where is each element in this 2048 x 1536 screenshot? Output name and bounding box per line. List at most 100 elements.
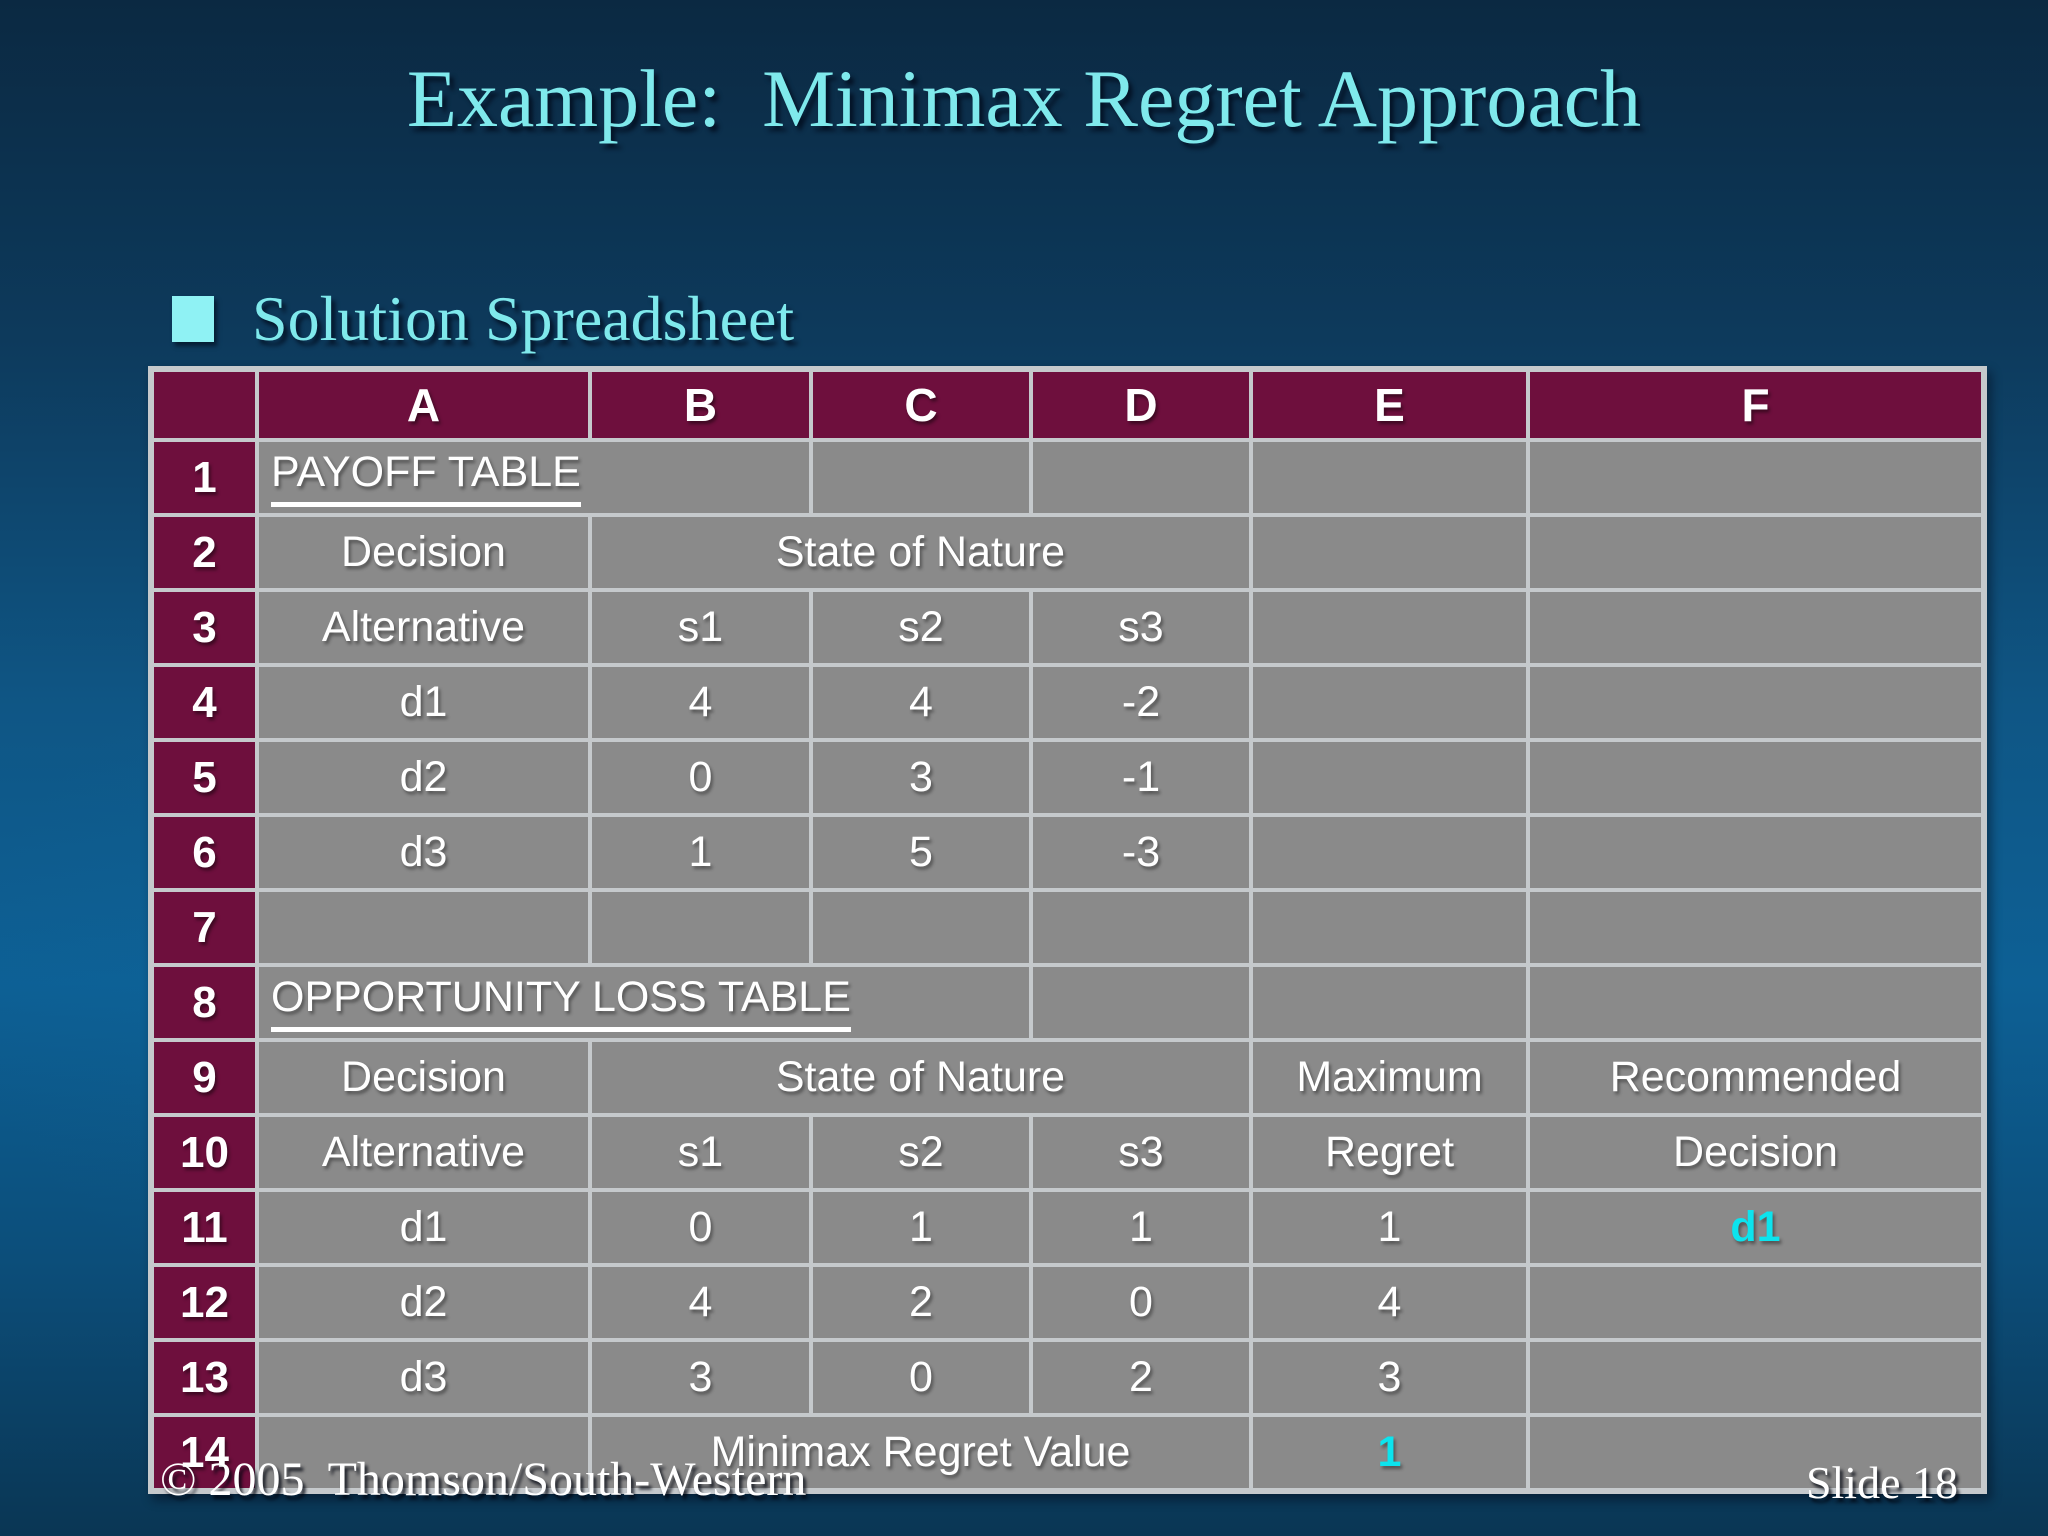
sheet-cell: 2 xyxy=(809,1263,1033,1342)
sheet-row-2: 2 Decision State of Nature xyxy=(149,513,1986,592)
sheet-cell-empty xyxy=(809,888,1033,967)
sheet-cell: Decision xyxy=(1526,1113,1986,1192)
sheet-cell: 1 xyxy=(809,1188,1033,1267)
sheet-cell-empty xyxy=(1249,963,1530,1042)
column-header-b: B xyxy=(588,367,813,442)
sheet-cell: 3 xyxy=(588,1338,813,1417)
cell-text: 1 xyxy=(688,828,713,876)
cell-text: d2 xyxy=(399,753,448,801)
sheet-cell-empty xyxy=(1249,813,1530,892)
sheet-row-13: 13 d3 3 0 2 3 xyxy=(149,1338,1986,1417)
cell-text: State of Nature xyxy=(775,528,1066,576)
cell-text: 3 xyxy=(688,1353,713,1401)
corner-cell xyxy=(149,367,259,442)
sheet-cell: d3 xyxy=(255,1338,592,1417)
sheet-cell-empty xyxy=(1526,888,1986,967)
cell-text: 4 xyxy=(1377,1278,1402,1326)
column-header-e: E xyxy=(1249,367,1530,442)
sheet-cell: s3 xyxy=(1029,1113,1253,1192)
sheet-cell: d1 xyxy=(1526,1188,1986,1267)
sheet-cell-empty xyxy=(1249,888,1530,967)
sheet-cell: s1 xyxy=(588,588,813,667)
sheet-cell-empty xyxy=(1029,438,1253,517)
sheet-cell: s2 xyxy=(809,1113,1033,1192)
row-number: 8 xyxy=(149,963,259,1042)
cell-text: 4 xyxy=(688,678,713,726)
sheet-cell: PAYOFF TABLE xyxy=(255,438,813,517)
column-header-c: C xyxy=(809,367,1033,442)
sheet-cell: s2 xyxy=(809,588,1033,667)
cell-text: Regret xyxy=(1324,1128,1455,1176)
sheet-cell-empty xyxy=(1029,963,1253,1042)
sheet-cell-empty xyxy=(1526,813,1986,892)
sheet-cell: 2 xyxy=(1029,1338,1253,1417)
cell-text: d1 xyxy=(1730,1203,1781,1251)
cell-text: 1 xyxy=(1377,1203,1402,1251)
sheet-cell-empty xyxy=(255,888,592,967)
row-number: 13 xyxy=(149,1338,259,1417)
sheet-cell-empty xyxy=(1526,438,1986,517)
sheet-cell-empty xyxy=(1249,588,1530,667)
sheet-cell: s1 xyxy=(588,1113,813,1192)
sheet-row-8: 8 OPPORTUNITY LOSS TABLE xyxy=(149,963,1986,1042)
cell-text: Decision xyxy=(341,1053,506,1101)
sheet-cell: -2 xyxy=(1029,663,1253,742)
cell-text: 0 xyxy=(688,753,713,801)
sheet-row-5: 5 d2 0 3 -1 xyxy=(149,738,1986,817)
cell-text: -1 xyxy=(1121,753,1161,801)
sheet-cell: 0 xyxy=(1029,1263,1253,1342)
sheet-cell: 1 xyxy=(1029,1188,1253,1267)
cell-text: Recommended xyxy=(1609,1053,1902,1101)
cell-text: s1 xyxy=(677,1128,724,1176)
cell-text: 2 xyxy=(909,1278,933,1326)
sheet-cell: Decision xyxy=(255,513,592,592)
sheet-cell: 1 xyxy=(1249,1188,1530,1267)
cell-text: d1 xyxy=(399,678,448,726)
sheet-cell: -1 xyxy=(1029,738,1253,817)
cell-text: 2 xyxy=(1129,1353,1153,1401)
row-number: 9 xyxy=(149,1038,259,1117)
cell-text: Decision xyxy=(1673,1128,1838,1176)
cell-text: -3 xyxy=(1121,828,1161,876)
solution-spreadsheet-table: A B C D E F 1 PAYOFF TABLE 2 Decision State … xyxy=(148,366,1987,1494)
cell-text: d3 xyxy=(399,828,448,876)
sheet-row-10: 10 Alternative s1 s2 s3 Regret Decision xyxy=(149,1113,1986,1192)
sheet-cell: State of Nature xyxy=(588,513,1253,592)
cell-text: 5 xyxy=(909,828,933,876)
sheet-cell: 1 xyxy=(1249,1413,1530,1493)
sheet-row-14: 14 Minimax Regret Value 1 xyxy=(149,1413,1986,1493)
cell-text: s3 xyxy=(1118,603,1164,651)
slide-number: Slide 18 xyxy=(1805,1457,1958,1508)
cell-text: 1 xyxy=(909,1203,933,1251)
row-number: 5 xyxy=(149,738,259,817)
sheet-row-4: 4 d1 4 4 -2 xyxy=(149,663,1986,742)
sheet-cell-empty xyxy=(1526,738,1986,817)
row-number: 1 xyxy=(149,438,259,517)
sheet-cell-empty xyxy=(255,1413,592,1493)
sheet-cell: Maximum xyxy=(1249,1038,1530,1117)
sheet-cell: 4 xyxy=(588,1263,813,1342)
sheet-cell: d1 xyxy=(255,663,592,742)
slide-title: Example: Minimax Regret Approach xyxy=(406,53,1642,144)
cell-text: 4 xyxy=(688,1278,713,1326)
sheet-cell: Regret xyxy=(1249,1113,1530,1192)
cell-text: Alternative xyxy=(321,603,526,651)
sheet-row-9: 9 Decision State of Nature Maximum Recommend… xyxy=(149,1038,1986,1117)
sheet-cell: d3 xyxy=(255,813,592,892)
bullet-item: Solution Spreadsheet xyxy=(172,282,794,356)
cell-text: 3 xyxy=(1377,1353,1402,1401)
sheet-cell: -3 xyxy=(1029,813,1253,892)
row-number: 4 xyxy=(149,663,259,742)
cell-text: 3 xyxy=(909,753,933,801)
sheet-cell-empty xyxy=(1526,1413,1986,1493)
cell-text: d3 xyxy=(399,1353,448,1401)
sheet-row-12: 12 d2 4 2 0 4 xyxy=(149,1263,1986,1342)
sheet-cell: Recommended xyxy=(1526,1038,1986,1117)
sheet-cell: 0 xyxy=(588,738,813,817)
cell-text: Decision xyxy=(341,528,506,576)
sheet-row-3: 3 Alternative s1 s2 s3 xyxy=(149,588,1986,667)
sheet-cell: Decision xyxy=(255,1038,592,1117)
cell-text: s3 xyxy=(1118,1128,1164,1176)
cell-text: -2 xyxy=(1121,678,1161,726)
row-number: 3 xyxy=(149,588,259,667)
